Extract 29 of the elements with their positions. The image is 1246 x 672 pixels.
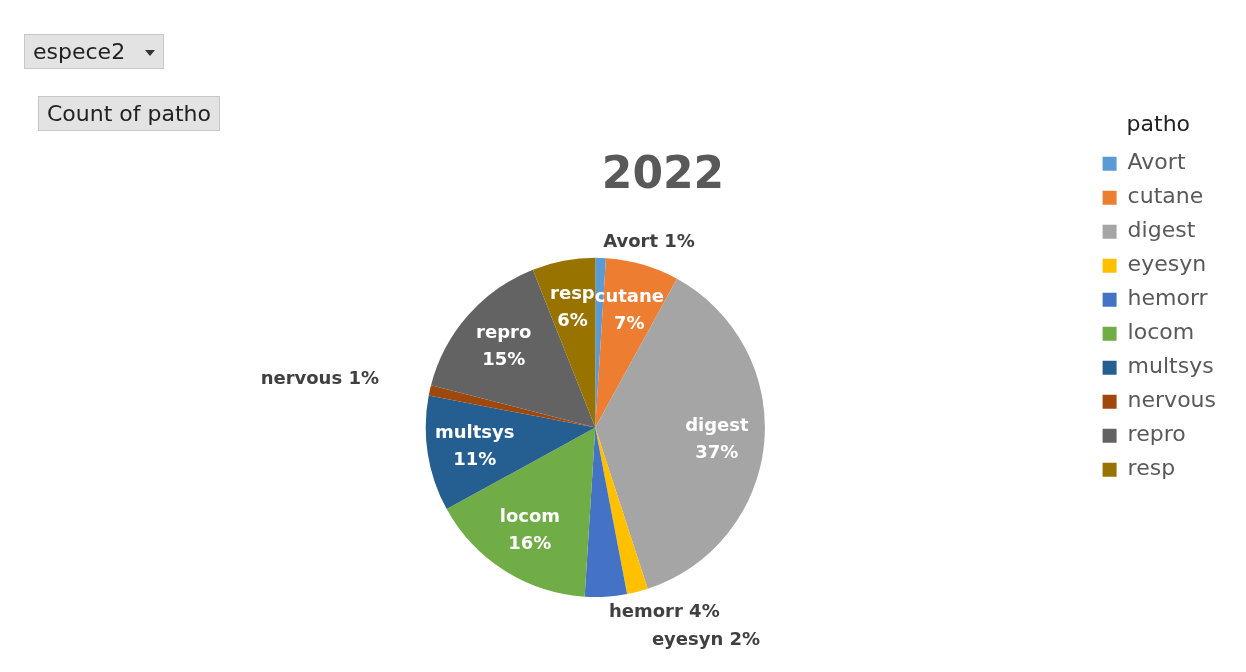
text: espece2 [33, 39, 126, 64]
slice-label: multsys [434, 421, 515, 443]
category-label: hemorr 4% [608, 600, 720, 622]
legend-label: multsys [1127, 353, 1214, 379]
legend-label: hemorr [1127, 285, 1209, 311]
slice-label: digest [685, 413, 749, 435]
legend-label: resp [1127, 455, 1176, 481]
data-label: 15% [482, 348, 526, 370]
data-label: 37% [695, 440, 739, 462]
category-label: eyesyn 2% [651, 627, 761, 649]
legend-label: digest [1127, 217, 1196, 243]
legend-label: cutane [1127, 183, 1204, 209]
data-label: 16% [508, 532, 552, 554]
legend-label: eyesyn [1127, 251, 1207, 277]
text: Count of patho [47, 101, 212, 126]
slice-label: repro [476, 321, 532, 343]
data-label: 7% [614, 311, 645, 333]
legend-label: locom [1127, 319, 1195, 345]
data-label: 6% [557, 309, 588, 331]
legend-title: patho [1126, 111, 1191, 137]
legend-label: Avort [1127, 149, 1186, 175]
slice-label: locom [499, 505, 561, 527]
category-label: nervous 1% [260, 367, 379, 389]
legend-label: nervous [1127, 387, 1217, 413]
chart-title: 2022 [601, 146, 725, 198]
category-label: Avort 1% [603, 229, 695, 251]
slice-label: resp [550, 282, 595, 304]
data-label: 11% [453, 448, 497, 470]
legend-label: repro [1127, 421, 1186, 447]
